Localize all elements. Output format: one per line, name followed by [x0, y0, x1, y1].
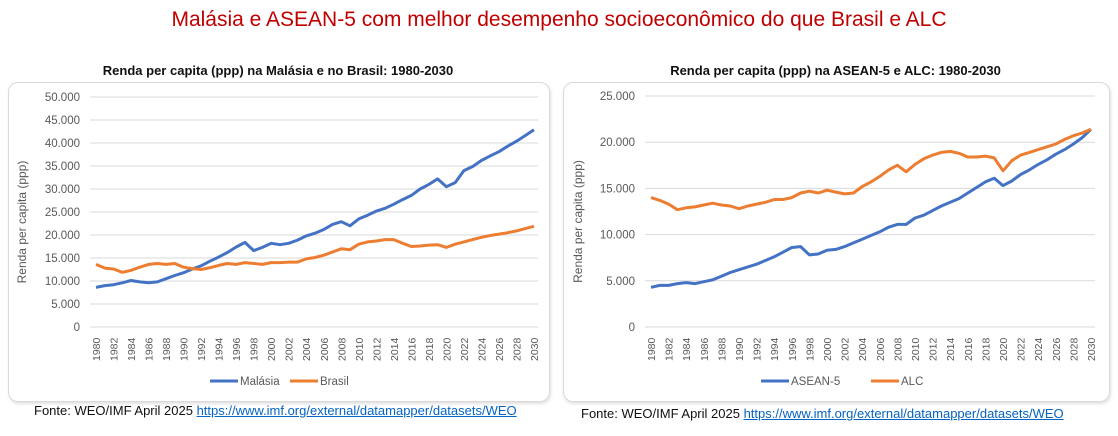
y-tick-label: 20.000	[600, 137, 635, 149]
x-tick-label: 2010	[354, 337, 366, 361]
x-tick-label: 2004	[301, 337, 313, 361]
series-line-alc	[650, 127, 1092, 212]
x-tick-label: 1984	[126, 337, 138, 361]
x-tick-label: 2022	[1016, 337, 1028, 361]
x-tick-label: 2022	[459, 337, 471, 361]
x-tick-label: 2030	[529, 337, 541, 361]
x-tick-label: 1980	[91, 337, 103, 361]
chart-title-right: Renda per capita (ppp) na ASEAN-5 e ALC:…	[670, 63, 1001, 78]
x-tick-label: 2002	[840, 337, 852, 361]
x-tick-label: 2000	[266, 337, 278, 361]
x-tick-label: 1986	[699, 337, 711, 361]
x-tick-label: 1996	[787, 337, 799, 361]
x-tick-label: 2006	[319, 337, 331, 361]
y-tick-label: 40.000	[45, 138, 80, 150]
x-tick-label: 2012	[371, 337, 383, 361]
y-tick-label: 0	[629, 322, 635, 334]
y-tick-label: 30.000	[45, 184, 80, 196]
y-tick-label: 20.000	[45, 230, 80, 242]
x-tick-label: 2010	[910, 337, 922, 361]
x-tick-label: 2026	[494, 337, 506, 361]
x-tick-label: 2014	[945, 337, 957, 361]
x-tick-label: 2002	[284, 337, 296, 361]
x-tick-label: 2012	[928, 337, 940, 361]
legend-label: Brasil	[320, 376, 349, 388]
source-text: Fonte: WEO/IMF April 2025	[34, 403, 197, 418]
y-tick-label: 15.000	[600, 183, 635, 195]
series-line-malásia	[95, 128, 535, 289]
x-tick-label: 2008	[892, 337, 904, 361]
x-tick-label: 2024	[1033, 337, 1045, 361]
y-tick-label: 50.000	[45, 92, 80, 104]
x-tick-label: 1984	[681, 337, 693, 361]
x-tick-label: 2020	[441, 337, 453, 361]
x-tick-label: 2020	[998, 337, 1010, 361]
x-tick-label: 2006	[875, 337, 887, 361]
x-tick-label: 2028	[1068, 337, 1080, 361]
source-left: Fonte: WEO/IMF April 2025 https://www.im…	[34, 403, 517, 418]
source-right: Fonte: WEO/IMF April 2025 https://www.im…	[581, 406, 1064, 421]
source-link[interactable]: https://www.imf.org/external/datamapper/…	[196, 403, 517, 418]
chart-panel-left	[8, 82, 550, 402]
x-tick-label: 1996	[231, 337, 243, 361]
x-tick-label: 1980	[646, 337, 658, 361]
x-tick-label: 2018	[980, 337, 992, 361]
x-tick-label: 1990	[734, 337, 746, 361]
y-tick-label: 45.000	[45, 115, 80, 127]
source-link[interactable]: https://www.imf.org/external/datamapper/…	[743, 406, 1064, 421]
chart-malasia-brasil: 0 5.000 10.000 15.000 20.000 25.000 30.000 35.0…	[15, 92, 541, 388]
legend-label: Malásia	[240, 376, 280, 388]
x-tick-label: 1988	[161, 337, 173, 361]
x-tick-label: 1988	[716, 337, 728, 361]
series-line-asean-5	[650, 128, 1093, 289]
y-tick-label: 0	[74, 322, 80, 334]
x-tick-label: 1982	[664, 337, 676, 361]
x-tick-label: 2000	[822, 337, 834, 361]
x-tick-label: 1998	[804, 337, 816, 361]
x-tick-label: 2016	[963, 337, 975, 361]
x-tick-label: 1998	[249, 337, 261, 361]
x-tick-label: 2018	[424, 337, 436, 361]
x-tick-label: 1992	[196, 337, 208, 361]
x-tick-label: 2016	[406, 337, 418, 361]
y-axis-label: Renda per capita (ppp)	[15, 161, 29, 284]
legend-label: ALC	[901, 376, 923, 388]
x-tick-label: 1994	[769, 337, 781, 361]
x-tick-label: 2026	[1051, 337, 1063, 361]
x-tick-label: 2024	[476, 337, 488, 361]
source-text: Fonte: WEO/IMF April 2025	[581, 406, 744, 421]
x-tick-label: 2014	[389, 337, 401, 361]
x-tick-label: 2008	[336, 337, 348, 361]
y-tick-label: 10.000	[600, 230, 635, 242]
chart-title-left: Renda per capita (ppp) na Malásia e no B…	[102, 63, 454, 78]
x-tick-label: 2028	[511, 337, 523, 361]
series-line-brasil	[95, 224, 535, 274]
y-tick-label: 35.000	[45, 161, 80, 173]
x-tick-label: 1990	[179, 337, 191, 361]
x-tick-label: 2004	[857, 337, 869, 361]
x-tick-label: 1992	[752, 337, 764, 361]
y-tick-label: 25.000	[45, 207, 80, 219]
chart-panel-right	[563, 82, 1110, 402]
legend-label: ASEAN-5	[791, 376, 840, 388]
chart-asean-alc: 0 5.000 10.000 15.000 20.000 25.000 1980 1982 19…	[571, 91, 1098, 388]
x-tick-label: 1986	[144, 337, 156, 361]
main-title: Malásia e ASEAN-5 com melhor desempenho …	[171, 8, 947, 31]
y-tick-label: 5.000	[51, 299, 80, 311]
y-tick-label: 15.000	[45, 253, 80, 265]
x-tick-label: 1982	[109, 337, 121, 361]
y-axis-label: Renda per capita (ppp)	[571, 160, 585, 283]
y-tick-label: 5.000	[606, 276, 635, 288]
y-tick-label: 25.000	[600, 91, 635, 103]
x-tick-label: 2030	[1086, 337, 1098, 361]
y-tick-label: 10.000	[45, 276, 80, 288]
x-tick-label: 1994	[214, 337, 226, 361]
